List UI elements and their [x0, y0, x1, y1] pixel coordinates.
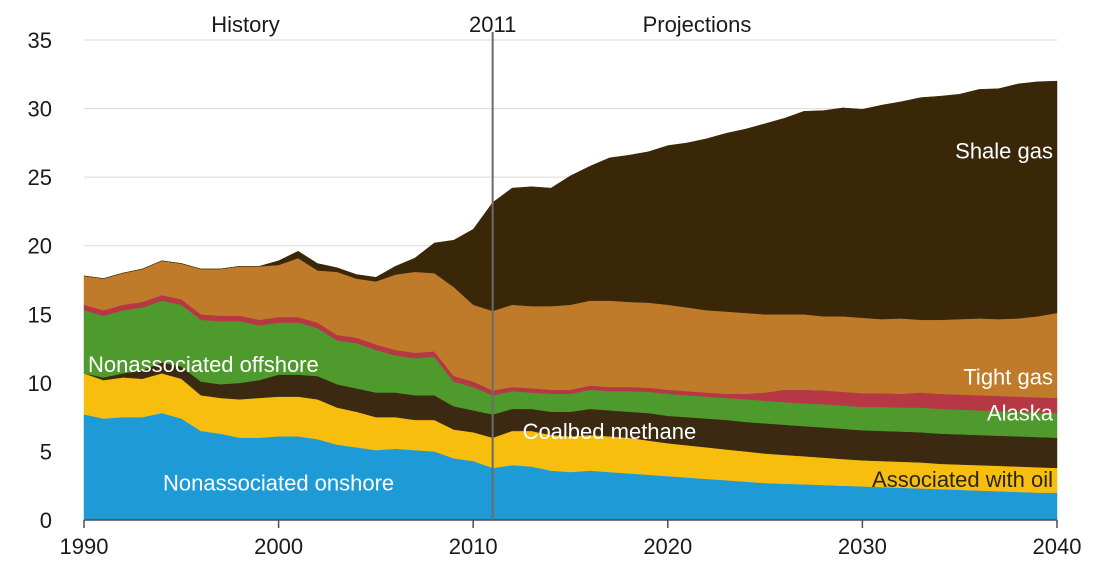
area-shale-gas — [83, 80, 1058, 321]
y-tick-label-0: 0 — [40, 508, 52, 533]
header-layer: History 2011 Projections — [211, 12, 751, 37]
series-label-associated-with-oil: Associated with oil — [872, 467, 1053, 492]
series-label-alaska: Alaska — [987, 401, 1054, 426]
y-tick-label-15: 15 — [28, 302, 52, 327]
y-tick-label-20: 20 — [28, 234, 52, 259]
axis-layer: 1990 2000 2010 2020 2030 2040 0 5 10 15 20 25 30 35 — [28, 28, 1082, 559]
y-tick-label-35: 35 — [28, 28, 52, 53]
series-label-nonassociated-offshore: Nonassociated offshore — [88, 352, 319, 377]
y-tick-label-30: 30 — [28, 97, 52, 122]
history-label: History — [211, 12, 279, 37]
divider-year-label: 2011 — [469, 12, 516, 37]
series-label-tight-gas: Tight gas — [963, 365, 1053, 390]
y-tick-label-5: 5 — [40, 439, 52, 464]
series-label-nonassociated-onshore: Nonassociated onshore — [163, 470, 394, 495]
x-tick-label-2010: 2010 — [449, 534, 498, 559]
series-label-layer: Nonassociated onshore Associated with oil… — [88, 139, 1054, 496]
x-tick-label-2020: 2020 — [643, 534, 692, 559]
y-tick-label-10: 10 — [28, 371, 52, 396]
area-layer — [83, 80, 1058, 521]
projections-label: Projections — [643, 12, 752, 37]
x-tick-label-1990: 1990 — [60, 534, 109, 559]
x-tick-label-2040: 2040 — [1033, 534, 1082, 559]
series-label-coalbed-methane: Coalbed methane — [523, 419, 697, 444]
x-tick-label-2030: 2030 — [838, 534, 887, 559]
series-label-shale-gas: Shale gas — [955, 139, 1053, 164]
y-tick-label-25: 25 — [28, 165, 52, 190]
x-tick-label-2000: 2000 — [254, 534, 303, 559]
